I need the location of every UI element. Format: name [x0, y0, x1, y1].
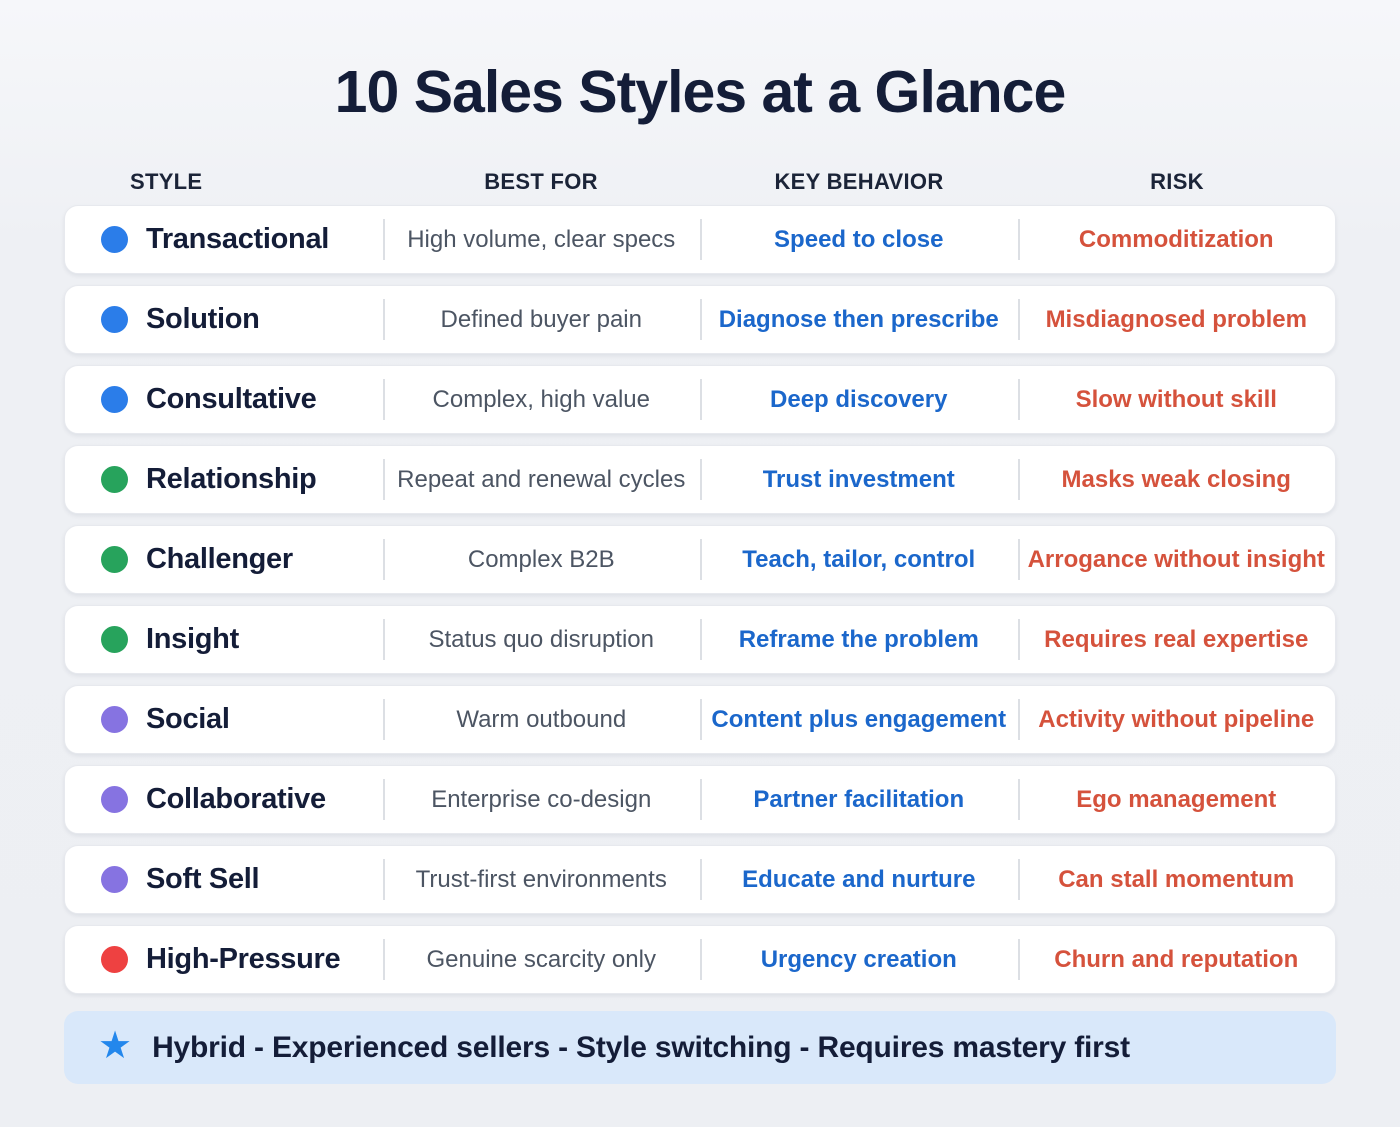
table-row: Insight Status quo disruption Reframe th… [64, 605, 1336, 674]
table-body: Transactional High volume, clear specs S… [64, 205, 1336, 994]
key-behavior-cell: Content plus engagement [700, 686, 1018, 753]
table-row: Social Warm outbound Content plus engage… [64, 685, 1336, 754]
style-cell: Social [65, 686, 383, 753]
key-behavior-cell: Teach, tailor, control [700, 526, 1018, 593]
risk-cell: Masks weak closing [1017, 446, 1336, 513]
table-row: Relationship Repeat and renewal cycles T… [64, 445, 1336, 514]
style-name: Consultative [146, 383, 317, 415]
style-dot-icon-blue [101, 226, 128, 253]
best-for-cell: Repeat and renewal cycles [382, 446, 701, 513]
table-row: Transactional High volume, clear specs S… [64, 205, 1336, 274]
style-name: Collaborative [146, 783, 326, 815]
style-dot-icon-blue [101, 306, 128, 333]
page-title: 10 Sales Styles at a Glance [334, 59, 1067, 125]
risk-cell: Ego management [1017, 766, 1336, 833]
key-behavior-cell: Trust investment [700, 446, 1018, 513]
style-name: Insight [146, 623, 239, 655]
key-behavior-cell: Speed to close [700, 206, 1018, 273]
key-behavior-cell: Partner facilitation [700, 766, 1018, 833]
style-name: Social [146, 703, 230, 735]
table-row: Solution Defined buyer pain Diagnose the… [64, 285, 1336, 354]
risk-cell: Churn and reputation [1017, 926, 1336, 993]
style-dot-icon-purple [101, 866, 128, 893]
style-name: Transactional [146, 223, 330, 255]
table-row: Consultative Complex, high value Deep di… [64, 365, 1336, 434]
column-header-risk: RISK [1150, 169, 1204, 194]
best-for-cell: Status quo disruption [382, 606, 701, 673]
star-icon: ★ [98, 1024, 133, 1067]
style-dot-icon-green [101, 546, 128, 573]
key-behavior-cell: Urgency creation [700, 926, 1018, 993]
risk-cell: Requires real expertise [1017, 606, 1336, 673]
key-behavior-cell: Diagnose then prescribe [700, 286, 1018, 353]
table-row: Collaborative Enterprise co-design Partn… [64, 765, 1336, 834]
hybrid-note-text: Hybrid - Experienced sellers - Style swi… [152, 1030, 1130, 1064]
style-cell: High-Pressure [65, 926, 383, 993]
style-cell: Relationship [65, 446, 383, 513]
best-for-cell: High volume, clear specs [382, 206, 701, 273]
best-for-cell: Genuine scarcity only [382, 926, 701, 993]
style-dot-icon-green [101, 626, 128, 653]
best-for-cell: Complex B2B [382, 526, 701, 593]
style-dot-icon-red [101, 946, 128, 973]
style-dot-icon-green [101, 466, 128, 493]
style-cell: Collaborative [65, 766, 383, 833]
key-behavior-cell: Deep discovery [700, 366, 1018, 433]
styles-table: STYLE BEST FOR KEY BEHAVIOR RISK Transac… [64, 168, 1336, 1084]
style-cell: Insight [65, 606, 383, 673]
column-header-style: STYLE [130, 169, 203, 194]
style-dot-icon-blue [101, 386, 128, 413]
style-name: Solution [146, 303, 260, 335]
risk-cell: Commoditization [1017, 206, 1336, 273]
column-header-key-behavior: KEY BEHAVIOR [774, 169, 944, 194]
table-row: High-Pressure Genuine scarcity only Urge… [64, 925, 1336, 994]
style-cell: Solution [65, 286, 383, 353]
table-header: STYLE BEST FOR KEY BEHAVIOR RISK [64, 168, 1336, 196]
risk-cell: Can stall momentum [1017, 846, 1336, 913]
style-cell: Consultative [65, 366, 383, 433]
style-name: Challenger [146, 543, 293, 575]
risk-cell: Activity without pipeline [1017, 686, 1336, 753]
style-dot-icon-purple [101, 706, 128, 733]
best-for-cell: Enterprise co-design [382, 766, 701, 833]
style-name: Soft Sell [146, 863, 260, 895]
key-behavior-cell: Educate and nurture [700, 846, 1018, 913]
style-cell: Challenger [65, 526, 383, 593]
best-for-cell: Complex, high value [382, 366, 701, 433]
column-header-best-for: BEST FOR [484, 169, 598, 194]
risk-cell: Arrogance without insight [1017, 526, 1336, 593]
risk-cell: Misdiagnosed problem [1017, 286, 1336, 353]
table-row: Soft Sell Trust-first environments Educa… [64, 845, 1336, 914]
best-for-cell: Warm outbound [382, 686, 701, 753]
table-row: Challenger Complex B2B Teach, tailor, co… [64, 525, 1336, 594]
risk-cell: Slow without skill [1017, 366, 1336, 433]
key-behavior-cell: Reframe the problem [700, 606, 1018, 673]
style-cell: Soft Sell [65, 846, 383, 913]
best-for-cell: Trust-first environments [382, 846, 701, 913]
style-cell: Transactional [65, 206, 383, 273]
style-dot-icon-purple [101, 786, 128, 813]
style-name: Relationship [146, 463, 317, 495]
best-for-cell: Defined buyer pain [382, 286, 701, 353]
style-name: High-Pressure [146, 943, 341, 975]
hybrid-note: ★ Hybrid - Experienced sellers - Style s… [64, 1011, 1336, 1084]
